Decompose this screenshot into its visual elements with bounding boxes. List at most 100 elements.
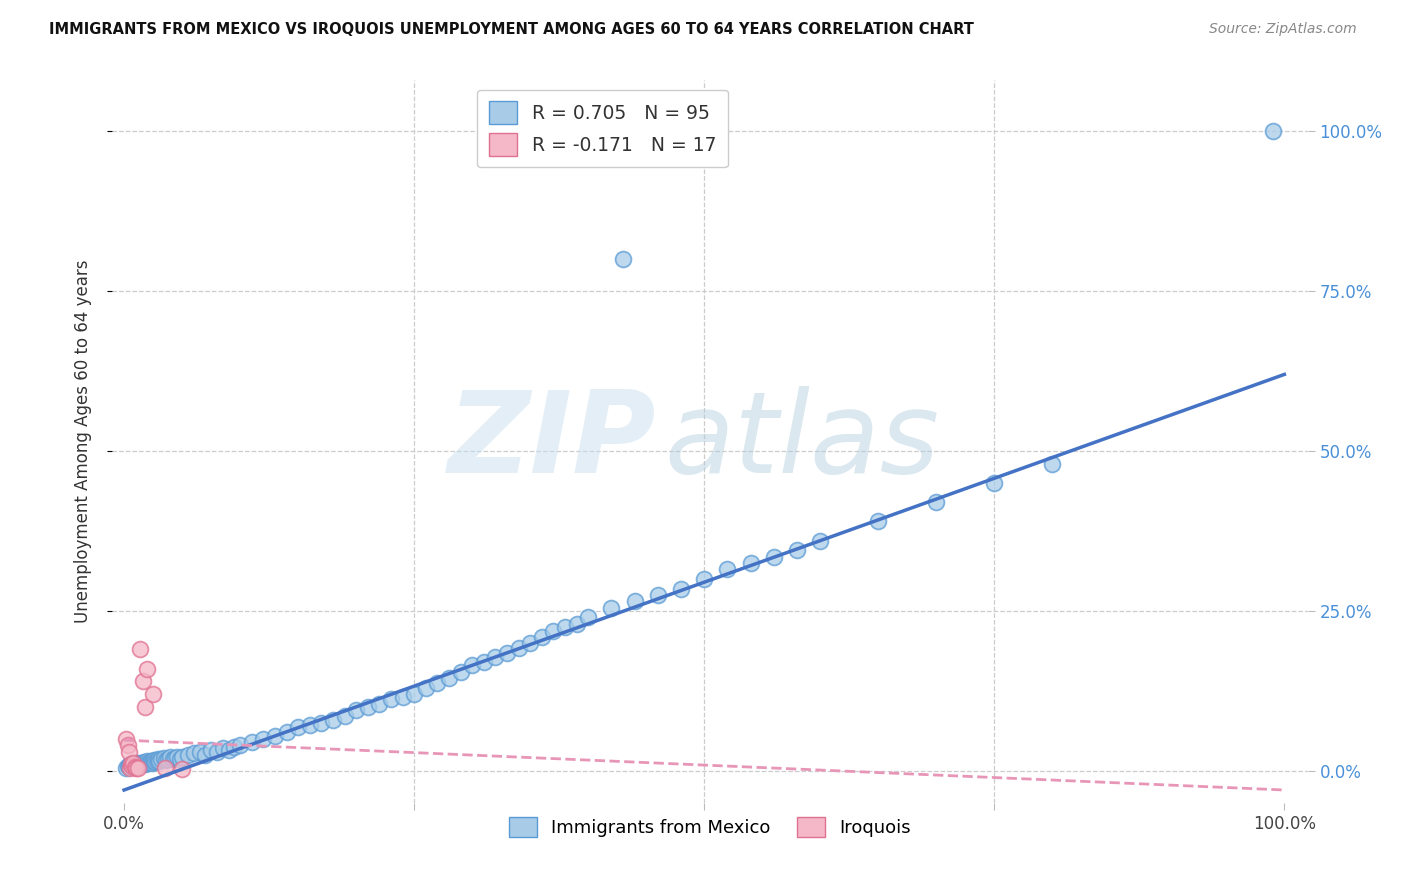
Point	[600, 600, 623, 615]
Point	[115, 731, 138, 746]
Point	[142, 754, 165, 768]
Point	[426, 675, 449, 690]
Point	[1040, 457, 1063, 471]
Point	[484, 650, 506, 665]
Point	[172, 762, 194, 776]
Text: ZIP: ZIP	[447, 386, 657, 497]
Point	[229, 738, 252, 752]
Point	[218, 743, 240, 757]
Point	[118, 745, 141, 759]
Point	[142, 687, 165, 701]
Point	[117, 738, 139, 752]
Point	[125, 761, 148, 775]
Point	[150, 752, 173, 766]
Point	[311, 715, 333, 730]
Point	[127, 761, 149, 775]
Point	[120, 757, 142, 772]
Point	[437, 671, 460, 685]
Point	[287, 720, 309, 734]
Point	[762, 549, 785, 564]
Point	[148, 754, 170, 768]
Point	[576, 610, 599, 624]
Point	[983, 476, 1005, 491]
Point	[145, 754, 167, 768]
Point	[183, 746, 205, 760]
Point	[118, 760, 141, 774]
Point	[132, 755, 155, 769]
Point	[169, 752, 191, 766]
Point	[344, 703, 367, 717]
Point	[298, 718, 321, 732]
Point	[131, 674, 153, 689]
Point	[136, 661, 159, 675]
Point	[128, 756, 150, 771]
Point	[1261, 124, 1284, 138]
Point	[139, 754, 162, 768]
Point	[115, 761, 138, 775]
Point	[496, 646, 519, 660]
Point	[404, 687, 426, 701]
Point	[276, 725, 298, 739]
Point	[138, 755, 160, 769]
Point	[141, 756, 163, 770]
Point	[127, 758, 149, 772]
Point	[146, 752, 169, 766]
Point	[252, 731, 274, 746]
Point	[669, 582, 692, 596]
Text: IMMIGRANTS FROM MEXICO VS IROQUOIS UNEMPLOYMENT AMONG AGES 60 TO 64 YEARS CORREL: IMMIGRANTS FROM MEXICO VS IROQUOIS UNEMP…	[49, 22, 974, 37]
Point	[172, 750, 194, 764]
Point	[264, 729, 287, 743]
Point	[391, 690, 413, 705]
Point	[808, 533, 831, 548]
Text: Source: ZipAtlas.com: Source: ZipAtlas.com	[1209, 22, 1357, 37]
Point	[368, 697, 391, 711]
Point	[519, 636, 541, 650]
Point	[647, 588, 669, 602]
Point	[165, 751, 187, 765]
Point	[205, 745, 228, 759]
Point	[740, 556, 762, 570]
Point	[925, 495, 948, 509]
Point	[450, 665, 472, 679]
Point	[472, 655, 495, 669]
Point	[543, 624, 565, 639]
Point	[716, 562, 738, 576]
Point	[153, 761, 176, 775]
Point	[623, 594, 645, 608]
Point	[177, 747, 200, 762]
Point	[194, 747, 217, 762]
Point	[530, 630, 553, 644]
Point	[143, 753, 166, 767]
Point	[129, 756, 152, 770]
Point	[166, 749, 188, 764]
Point	[134, 699, 156, 714]
Legend: Immigrants from Mexico, Iroquois: Immigrants from Mexico, Iroquois	[502, 810, 918, 845]
Point	[117, 758, 139, 772]
Point	[240, 735, 263, 749]
Point	[415, 681, 437, 695]
Point	[224, 739, 246, 754]
Point	[461, 658, 484, 673]
Point	[157, 752, 180, 766]
Point	[554, 620, 576, 634]
Y-axis label: Unemployment Among Ages 60 to 64 years: Unemployment Among Ages 60 to 64 years	[73, 260, 91, 624]
Point	[152, 751, 174, 765]
Point	[162, 752, 184, 766]
Point	[122, 756, 145, 771]
Point	[135, 756, 157, 770]
Point	[145, 755, 167, 769]
Point	[200, 743, 222, 757]
Point	[120, 759, 142, 773]
Point	[129, 642, 152, 657]
Point	[136, 754, 159, 768]
Point	[508, 641, 530, 656]
Point	[188, 745, 211, 759]
Point	[868, 515, 890, 529]
Point	[211, 741, 233, 756]
Point	[124, 758, 146, 772]
Point	[159, 750, 181, 764]
Point	[125, 757, 148, 772]
Point	[138, 756, 160, 771]
Point	[121, 758, 143, 772]
Point	[122, 756, 145, 771]
